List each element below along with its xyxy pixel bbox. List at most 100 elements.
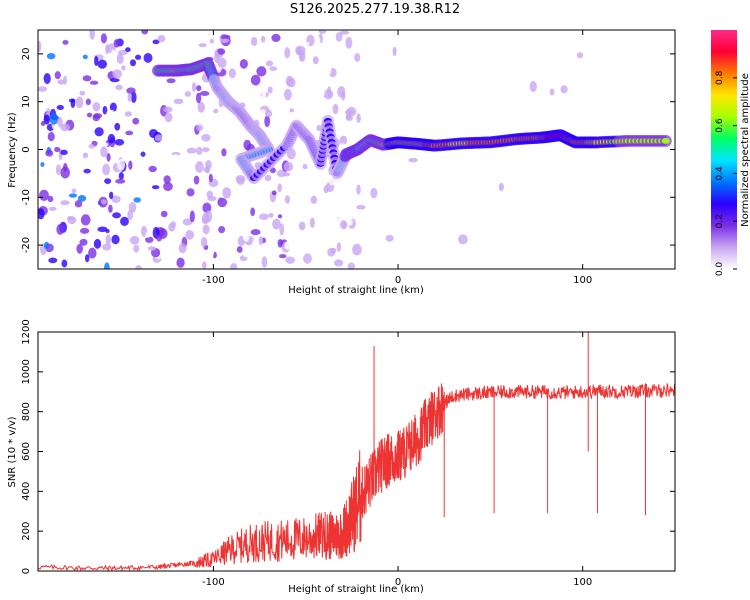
spectrogram-cell: [236, 177, 245, 185]
spectrogram-cell: [336, 242, 342, 252]
spectrogram-cell: [370, 187, 378, 199]
colorbar-tick-label: 0.8: [715, 70, 725, 85]
spectrogram-cell: [125, 47, 131, 53]
spectrogram-cell: [313, 171, 321, 177]
spectrogram-cell: [52, 61, 58, 70]
spectrogram-cell: [86, 112, 93, 118]
spectrogram-cell: [74, 200, 83, 208]
colorbar-gradient: [711, 30, 737, 269]
spectrogram-cell: [264, 115, 271, 128]
snr-y-tick-label: 1000: [21, 359, 32, 384]
spectrogram-cell: [291, 38, 299, 45]
spectrogram-cell: [63, 162, 68, 172]
spectrogram-cell: [289, 30, 299, 40]
spectrogram-cell: [89, 80, 99, 85]
spectrogram-cell: [76, 243, 83, 254]
spectrogram-cell: [356, 205, 366, 210]
spectrogram-cell: [298, 221, 306, 231]
spectrogram-cell: [94, 56, 99, 67]
spectrogram-cell: [178, 243, 187, 254]
spectrogram-cell: [105, 44, 110, 55]
spectrogram-cell: [207, 120, 216, 127]
spectrogram-cell: [133, 197, 141, 203]
spectrogram-cell: [79, 227, 90, 234]
spectrogram-y-tick-label: -10: [21, 189, 32, 205]
spectrogram-cell: [283, 161, 294, 172]
spectrogram-cell: [529, 80, 537, 92]
spectrogram-x-tick-label: -100: [202, 275, 225, 286]
snr-y-tick-label: 200: [21, 522, 32, 541]
spectrogram-cell: [283, 88, 292, 101]
spectrogram-cell: [665, 61, 672, 66]
spectrogram-cell: [104, 124, 113, 132]
spectrogram-cell: [278, 254, 287, 259]
snr-y-tick-label: 0: [21, 568, 32, 574]
spectrogram-cell: [202, 202, 212, 214]
spectrogram-cell: [155, 114, 164, 124]
spectrogram-cell: [312, 130, 319, 137]
spectrogram-cell: [277, 183, 282, 193]
spectrogram-cell: [57, 79, 65, 85]
spectrogram-cell: [88, 247, 97, 259]
spectrogram-cell: [201, 133, 211, 142]
spectrogram-cell: [107, 133, 116, 144]
spectrogram-cell: [92, 102, 101, 112]
spectrogram-cell: [201, 217, 207, 224]
spectrogram-cell: [250, 74, 261, 86]
spectrogram-cell: [168, 222, 176, 232]
snr-y-axis: 0 200 400 600 800 1000 1200: [21, 319, 675, 574]
spectrogram-cell: [275, 107, 284, 119]
spectrogram-cell: [116, 52, 124, 64]
spectrogram-cell: [185, 230, 195, 240]
spectrogram-cell: [109, 78, 120, 83]
spectrogram-cell: [127, 92, 132, 102]
spectrogram-cell: [298, 50, 304, 62]
spectrogram-cell: [164, 112, 173, 123]
spectrogram-cell: [345, 36, 353, 49]
spectrogram-cell: [261, 256, 268, 268]
spectrogram-cell: [277, 238, 284, 248]
spectrogram-cell: [195, 92, 202, 104]
spectrogram-cell: [98, 142, 109, 147]
spectrogram-cell: [160, 210, 168, 218]
spectrogram-x-tick-label: 0: [395, 275, 401, 286]
colorbar: 0.0 0.2 0.4 0.6 0.8 Normalized spectral ampl…: [711, 30, 750, 276]
spectrogram-cell: [218, 226, 226, 234]
spectrogram-cell: [310, 195, 318, 204]
spectrogram-y-tick-label: 20: [21, 48, 32, 61]
spectrogram-cell: [200, 236, 208, 248]
spectrogram-cell: [236, 246, 243, 253]
spectrogram-cell: [115, 178, 126, 184]
spectrogram-cell: [339, 30, 350, 35]
spectrogram-cell: [109, 102, 117, 113]
spectrogram-cell: [80, 214, 91, 226]
spectrogram-cell: [114, 122, 121, 131]
spectrogram-cell: [48, 206, 57, 211]
spectrogram-cell: [196, 146, 203, 155]
spectrogram-cell: [392, 46, 397, 57]
spectrogram-cell: [221, 148, 227, 157]
spectrogram-cell: [350, 185, 356, 198]
spectrogram-cell: [533, 209, 541, 222]
spectrogram-cell: [335, 32, 343, 42]
spectrogram-cell: [47, 131, 55, 142]
spectrogram-cell: [347, 262, 356, 269]
spectrogram-cell: [199, 91, 210, 97]
spectrogram-cell: [603, 151, 608, 160]
spectrogram-cell: [230, 263, 238, 269]
spectrogram-cell: [166, 78, 176, 84]
spectrogram-cell: [242, 230, 250, 242]
spectrogram-cell: [202, 224, 210, 235]
spectrogram-cell: [379, 252, 385, 258]
spectrogram-cell: [100, 33, 107, 44]
snr-x-label: Height of straight line (km): [288, 584, 424, 595]
spectrogram-cell: [271, 190, 277, 196]
spectrogram-cell: [250, 36, 258, 47]
spectrogram-cell: [62, 39, 69, 45]
snr-y-tick-label: 1200: [21, 319, 32, 344]
spectrogram-cell: [38, 41, 42, 52]
spectrogram-cell: [259, 213, 269, 220]
spectrogram-cell: [340, 219, 348, 230]
